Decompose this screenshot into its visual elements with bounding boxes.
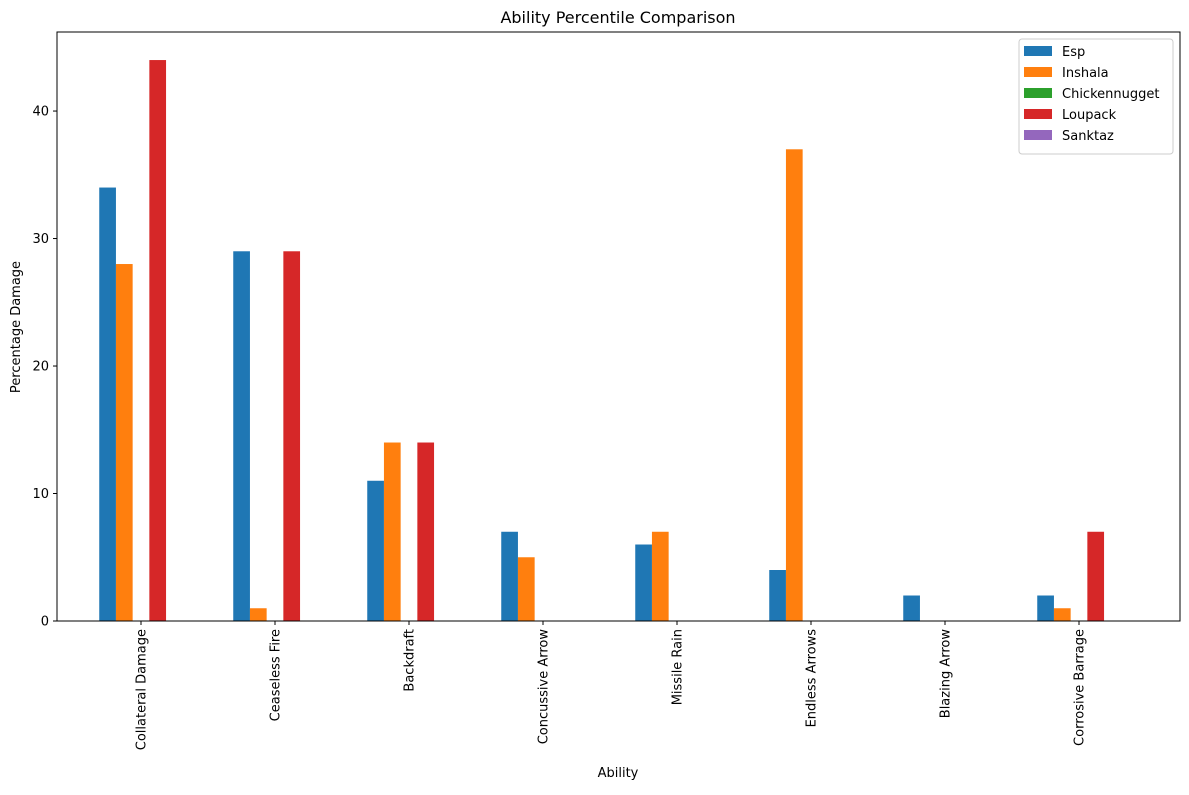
- y-tick-label: 0: [41, 615, 49, 630]
- x-tick-label: Missile Rain: [671, 629, 686, 705]
- bar: [517, 557, 535, 621]
- legend-swatch: [1024, 109, 1052, 119]
- legend-swatch: [1024, 88, 1052, 98]
- chart-title: Ability Percentile Comparison: [500, 8, 735, 27]
- legend-label: Chickennugget: [1062, 87, 1159, 102]
- bar: [501, 531, 518, 621]
- x-tick-label: Concussive Arrow: [537, 629, 552, 745]
- legend-label: Sanktaz: [1062, 129, 1114, 144]
- y-tick-label: 20: [32, 360, 49, 375]
- legend-label: Loupack: [1062, 108, 1117, 123]
- bar: [651, 531, 669, 621]
- legend-box: [1018, 38, 1174, 155]
- bar: [1087, 531, 1105, 621]
- bar: [233, 251, 250, 621]
- legend-swatch: [1024, 46, 1052, 56]
- y-tick-label: 40: [32, 105, 49, 120]
- x-tick-label: Endless Arrows: [805, 629, 820, 728]
- bar: [903, 595, 920, 621]
- x-tick-label: Blazing Arrow: [939, 629, 954, 719]
- bar: [283, 251, 301, 621]
- x-tick-label: Ceaseless Fire: [269, 629, 284, 721]
- x-ticks: Collateral Damage Ceaseless Fire Backdraft…: [135, 621, 1088, 750]
- bar: [785, 149, 803, 622]
- bar: [635, 544, 652, 621]
- legend-swatch: [1024, 67, 1052, 77]
- bar: [417, 442, 435, 621]
- x-tick-label: Backdraft: [403, 629, 418, 692]
- legend: Esp Inshala Chickennugget Loupack Sanktaz: [1018, 38, 1174, 155]
- bar: [149, 60, 167, 622]
- bar: [249, 608, 267, 621]
- y-tick-label: 10: [32, 487, 49, 502]
- x-tick-label: Corrosive Barrage: [1073, 629, 1088, 746]
- bar: [1037, 595, 1054, 621]
- x-axis-label: Ability: [598, 766, 639, 781]
- legend-label: Inshala: [1062, 66, 1109, 81]
- legend-label: Esp: [1062, 45, 1085, 60]
- bar: [769, 570, 786, 621]
- bar: [383, 442, 401, 621]
- x-tick-label: Collateral Damage: [135, 629, 150, 750]
- legend-swatch: [1024, 130, 1052, 140]
- bar: [367, 480, 384, 621]
- y-axis-label: Percentage Damage: [9, 261, 24, 393]
- bar: [99, 187, 116, 622]
- bar: [1053, 608, 1071, 621]
- plot-frame: [56, 31, 1181, 622]
- bars-layer: [99, 60, 1105, 622]
- bar: [115, 264, 133, 621]
- y-ticks: 0 10 20 30 40: [32, 105, 57, 630]
- y-tick-label: 30: [32, 232, 49, 247]
